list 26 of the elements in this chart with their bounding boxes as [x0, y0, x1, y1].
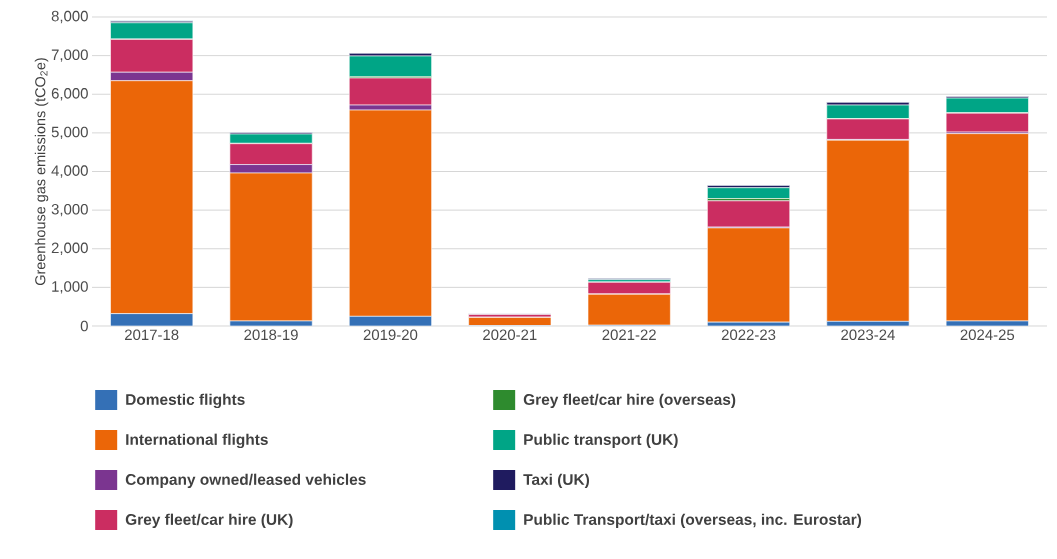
y-tick-label: 0 [80, 320, 88, 332]
y-axis-title: Greenhouse gas emissions (tCO$_{2}$e) [34, 58, 49, 286]
x-tick-label: 2022-23 [721, 329, 776, 341]
x-tick-label: 2018-19 [244, 329, 298, 341]
legend-label: International flights [126, 433, 268, 449]
y-tick-label: 2,000 [51, 242, 88, 255]
y-tick-label: 7,000 [51, 49, 88, 62]
x-tick-label: 2024-25 [960, 329, 1015, 341]
legend-label: Public transport (UK) [524, 433, 678, 449]
x-tick-label: 2021-22 [602, 329, 656, 341]
legend-label: Company owned/leased vehicles [125, 473, 366, 489]
legend-label: Grey fleet/car hire (UK) [125, 513, 293, 529]
y-tick-label: 4,000 [51, 165, 88, 178]
x-tick-label: 2017-18 [125, 329, 179, 341]
y-tick-label: 6,000 [51, 88, 88, 101]
y-tick-label: 1,000 [52, 281, 88, 294]
legend-label: Taxi (UK) [523, 473, 590, 489]
y-tick-label: 3,000 [51, 203, 88, 217]
legend-label: Grey fleet/car hire (overseas) [523, 393, 736, 409]
x-tick-label: 2023-24 [841, 329, 895, 341]
y-tick-label: 5,000 [51, 126, 88, 140]
x-tick-label: 2019-20 [363, 329, 418, 341]
x-tick-label: 2020-21 [483, 329, 537, 341]
legend-label: Public Transport/taxi (overseas, inc. Eurostar) [524, 513, 862, 529]
legend-label: Domestic flights [126, 393, 245, 409]
y-tick-label: 8,000 [51, 10, 88, 24]
